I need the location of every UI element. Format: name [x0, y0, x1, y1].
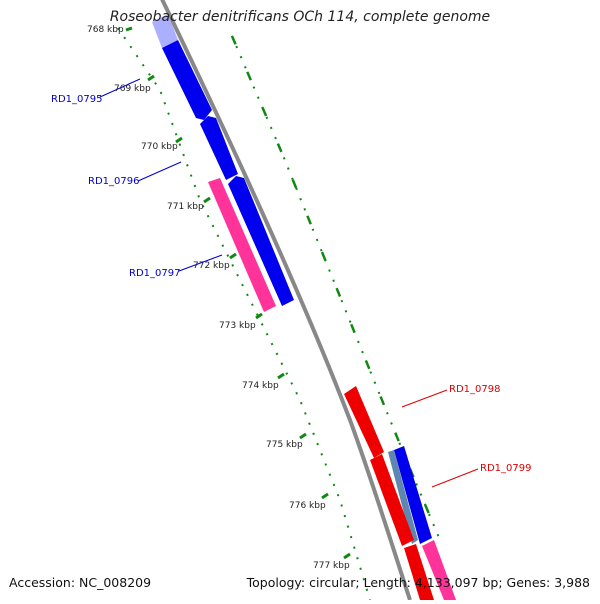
accession-label: Accession: NC_008209: [9, 575, 152, 590]
cds-rd1-0795[interactable]: [162, 40, 212, 120]
tick-label-777: 777 kbp: [313, 561, 350, 571]
tick-label-775: 775 kbp: [266, 440, 303, 450]
tick-label-776: 776 kbp: [289, 501, 326, 511]
gene-label-rd1-0797[interactable]: RD1_0797: [129, 268, 180, 279]
cds-rd1-0799-teal[interactable]: [388, 450, 418, 544]
tick-label-772: 772 kbp: [193, 261, 230, 271]
cds-rd1-0798[interactable]: [344, 386, 384, 458]
cds-rd1-0795-fade[interactable]: [152, 14, 178, 48]
genome-summary: Topology: circular; Length: 4,133,097 bp…: [246, 575, 590, 590]
tick-label-770: 770 kbp: [141, 142, 178, 152]
tick-label-769: 769 kbp: [114, 84, 151, 94]
tick-label-768: 768 kbp: [87, 25, 124, 35]
gene-label-rd1-0798[interactable]: RD1_0798: [449, 384, 500, 395]
feature-rd1-0799-pink[interactable]: [422, 540, 456, 600]
ruler-ticks: [125, 26, 351, 560]
gene-label-rd1-0795[interactable]: RD1_0795: [51, 94, 102, 105]
ruler-line: [117, 27, 371, 601]
genome-backbone: [160, 0, 412, 601]
forward-strand-features: [152, 14, 432, 544]
tick-label-773: 773 kbp: [219, 321, 256, 331]
cds-rd1-0799[interactable]: [370, 454, 414, 546]
outer-dotted-guide: [231, 35, 441, 541]
reverse-strand-features: [344, 386, 434, 600]
gene-label-rd1-0799[interactable]: RD1_0799: [480, 463, 531, 474]
tick-label-774: 774 kbp: [242, 381, 279, 391]
cds-rd1-0799-blue[interactable]: [394, 446, 432, 544]
cds-rd1-0799b[interactable]: [404, 544, 434, 600]
map-title: Roseobacter denitrificans OCh 114, compl…: [109, 9, 491, 25]
tick-label-771: 771 kbp: [167, 202, 204, 212]
cds-rd1-0796[interactable]: [200, 116, 238, 180]
gene-label-rd1-0796[interactable]: RD1_0796: [88, 176, 139, 187]
cds-rd1-0796b[interactable]: [228, 176, 294, 306]
gene-labels: RD1_0795 RD1_0796 RD1_0797 RD1_0798 RD1_…: [51, 78, 531, 488]
feature-rd1-0797[interactable]: [208, 178, 276, 312]
ruler-labels: 768 kbp 769 kbp 770 kbp 771 kbp 772 kbp …: [87, 25, 350, 571]
